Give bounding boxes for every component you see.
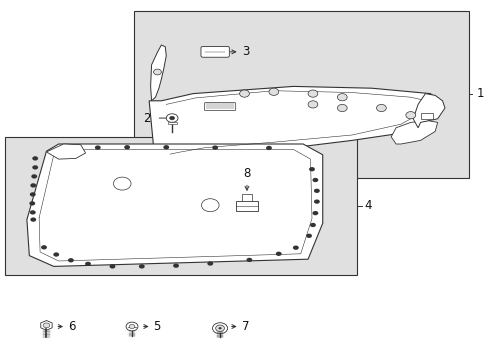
- Polygon shape: [46, 144, 85, 159]
- Polygon shape: [412, 94, 444, 128]
- Circle shape: [30, 210, 36, 215]
- Bar: [236, 201, 257, 211]
- Circle shape: [307, 101, 317, 108]
- Circle shape: [405, 112, 415, 119]
- FancyBboxPatch shape: [204, 103, 235, 111]
- Text: 1: 1: [476, 87, 483, 100]
- Circle shape: [305, 234, 311, 238]
- Circle shape: [166, 114, 178, 122]
- Circle shape: [337, 94, 346, 101]
- Polygon shape: [150, 45, 166, 101]
- Circle shape: [246, 258, 252, 262]
- Circle shape: [163, 145, 169, 149]
- FancyBboxPatch shape: [420, 113, 432, 119]
- Circle shape: [275, 252, 281, 256]
- Circle shape: [29, 201, 35, 206]
- FancyBboxPatch shape: [201, 46, 229, 57]
- Circle shape: [239, 90, 249, 97]
- Text: 6: 6: [68, 320, 75, 333]
- Circle shape: [201, 199, 219, 212]
- Text: 3: 3: [242, 45, 249, 58]
- Circle shape: [376, 104, 386, 112]
- Text: 7: 7: [241, 320, 248, 333]
- Circle shape: [43, 323, 50, 328]
- Circle shape: [85, 262, 91, 266]
- Circle shape: [207, 261, 213, 266]
- Circle shape: [126, 322, 138, 331]
- Polygon shape: [390, 121, 437, 144]
- Circle shape: [129, 324, 135, 329]
- Bar: [134, 11, 468, 178]
- Circle shape: [53, 252, 59, 257]
- Circle shape: [337, 104, 346, 112]
- Circle shape: [218, 327, 221, 329]
- Circle shape: [113, 177, 131, 190]
- Circle shape: [139, 264, 144, 269]
- Circle shape: [30, 192, 36, 197]
- Circle shape: [68, 258, 74, 262]
- Text: 8: 8: [243, 167, 250, 180]
- Circle shape: [265, 146, 271, 150]
- Circle shape: [212, 145, 218, 150]
- Circle shape: [309, 223, 315, 227]
- Polygon shape: [149, 86, 439, 158]
- Circle shape: [268, 88, 278, 95]
- Circle shape: [31, 174, 37, 179]
- Circle shape: [153, 69, 161, 75]
- Circle shape: [109, 264, 115, 269]
- Circle shape: [308, 167, 314, 171]
- Circle shape: [312, 178, 318, 182]
- Text: 2: 2: [143, 112, 150, 125]
- Circle shape: [32, 165, 38, 170]
- Text: 5: 5: [153, 320, 161, 333]
- Circle shape: [313, 199, 319, 204]
- Bar: [5, 137, 356, 275]
- Circle shape: [95, 145, 101, 150]
- Bar: [242, 194, 251, 201]
- Circle shape: [292, 246, 298, 250]
- Circle shape: [212, 323, 227, 334]
- Text: 4: 4: [364, 199, 371, 212]
- Circle shape: [312, 211, 318, 215]
- Circle shape: [32, 156, 38, 161]
- Circle shape: [307, 90, 317, 97]
- Polygon shape: [41, 320, 52, 330]
- Circle shape: [313, 189, 319, 193]
- Polygon shape: [27, 144, 322, 266]
- Circle shape: [215, 325, 224, 332]
- Circle shape: [30, 183, 36, 188]
- Circle shape: [30, 217, 36, 222]
- Circle shape: [173, 264, 179, 268]
- Circle shape: [41, 245, 47, 249]
- Circle shape: [169, 116, 174, 120]
- Circle shape: [124, 145, 130, 149]
- Bar: [167, 122, 176, 124]
